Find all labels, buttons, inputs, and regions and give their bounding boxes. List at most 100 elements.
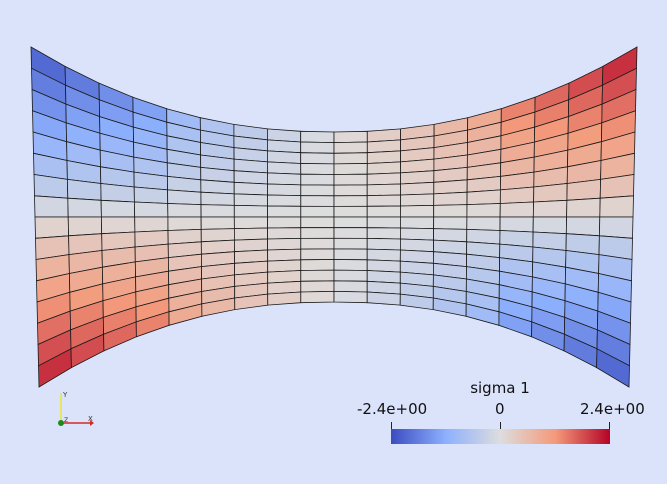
scalar-bar-tick-max [609,422,610,431]
mesh-cell [267,237,302,251]
scalar-bar-min-label: -2.4e+00 [357,400,428,418]
mesh-cell [300,173,335,186]
y-axis-letter: Y [62,391,68,399]
mesh-cell [366,227,401,240]
mesh-cell [366,205,401,218]
mesh-cell [596,348,630,388]
mesh-cell [366,237,401,251]
mesh-cell [566,197,601,218]
mesh-cell [333,205,368,218]
mesh-cell [433,179,468,195]
mesh-cell [400,181,435,196]
mesh-cell [300,205,335,218]
mesh-cell [333,290,368,304]
mesh-cell [100,183,135,203]
mesh-cell [233,204,269,218]
mesh-cell [333,173,368,186]
mesh-cell [267,216,302,229]
mesh-cell [333,141,368,154]
mesh-cell [433,216,468,230]
mesh-cell [200,179,235,195]
mesh-cell [300,141,335,154]
mesh-cell [200,191,235,206]
mesh-cell [300,237,335,250]
mesh-cell [433,204,468,218]
mesh-cell [300,195,335,207]
mesh-cell [466,203,501,218]
mesh-cell [100,216,136,235]
scalar-bar-title: sigma 1 [470,379,530,397]
mesh-cell [233,227,269,241]
mesh-cell [566,178,602,201]
mesh-cell [134,216,169,233]
mesh-cell [300,216,335,229]
mesh-cell [333,152,368,165]
mesh-cell [300,269,335,282]
mesh-cell [400,170,435,185]
mesh-cell [466,189,501,206]
mesh-cell [200,204,235,218]
mesh-cell [366,183,401,197]
mesh-cell [233,181,268,196]
mesh-cell [300,280,335,293]
scalar-bar-gradient [391,429,610,444]
mesh-cell [399,238,435,253]
mesh-cell [466,216,501,231]
mesh-cell [34,195,69,218]
mesh-cell [66,178,102,201]
mesh-cell [433,228,468,243]
mesh-cell [366,161,402,175]
mesh-cell [167,216,202,231]
mesh-cell [267,205,302,218]
mesh-cell [333,163,368,175]
mesh-cell [300,290,335,304]
mesh-cell [366,248,401,262]
mesh-cell [300,227,335,239]
mesh-cell [366,259,401,273]
mesh-cell [300,152,335,165]
mesh-cell [34,216,70,239]
x-axis-letter: X [88,415,93,423]
mesh-cell [300,248,335,261]
z-axis-dot [58,420,64,426]
mesh-cell [366,150,402,164]
mesh-cell [133,186,169,204]
mesh-cell [300,163,335,175]
mesh-cell [266,150,302,164]
mesh-cell [333,237,368,250]
mesh-cell [533,183,568,203]
mesh-cell [67,216,103,237]
mesh-cell [267,291,302,306]
scalar-bar-tick-mid [500,422,501,431]
scalar-bar-mid-label: 0 [495,400,505,418]
mesh-cell [333,184,368,197]
mesh-cell [333,216,368,229]
mesh-cell [532,216,568,235]
mesh-cell [267,248,302,262]
mesh-cell [499,186,535,204]
x-axis-arrow [90,420,94,426]
mesh-cell [267,183,302,197]
mesh-cell [300,130,335,144]
scalar-bar-max-label: 2.4e+00 [580,400,645,418]
mesh-cell [267,259,302,273]
mesh-cell [300,259,335,271]
mesh-cell [433,191,468,206]
mesh-cell [366,194,401,207]
mesh-cell [499,201,535,218]
mesh-cell [399,204,435,218]
mesh-cell [233,216,269,230]
orientation-axes-icon: Y X Z [58,391,94,426]
mesh-cell [399,227,435,241]
mesh-cell [333,130,368,144]
mesh-cell [532,199,568,218]
mesh-cell [300,184,335,197]
mesh-cell [200,228,235,243]
z-axis-letter: Z [64,417,68,424]
mesh-cell [167,189,202,206]
mesh-cell [267,172,302,186]
mesh-cell [399,216,435,230]
mesh-cell [366,172,401,186]
